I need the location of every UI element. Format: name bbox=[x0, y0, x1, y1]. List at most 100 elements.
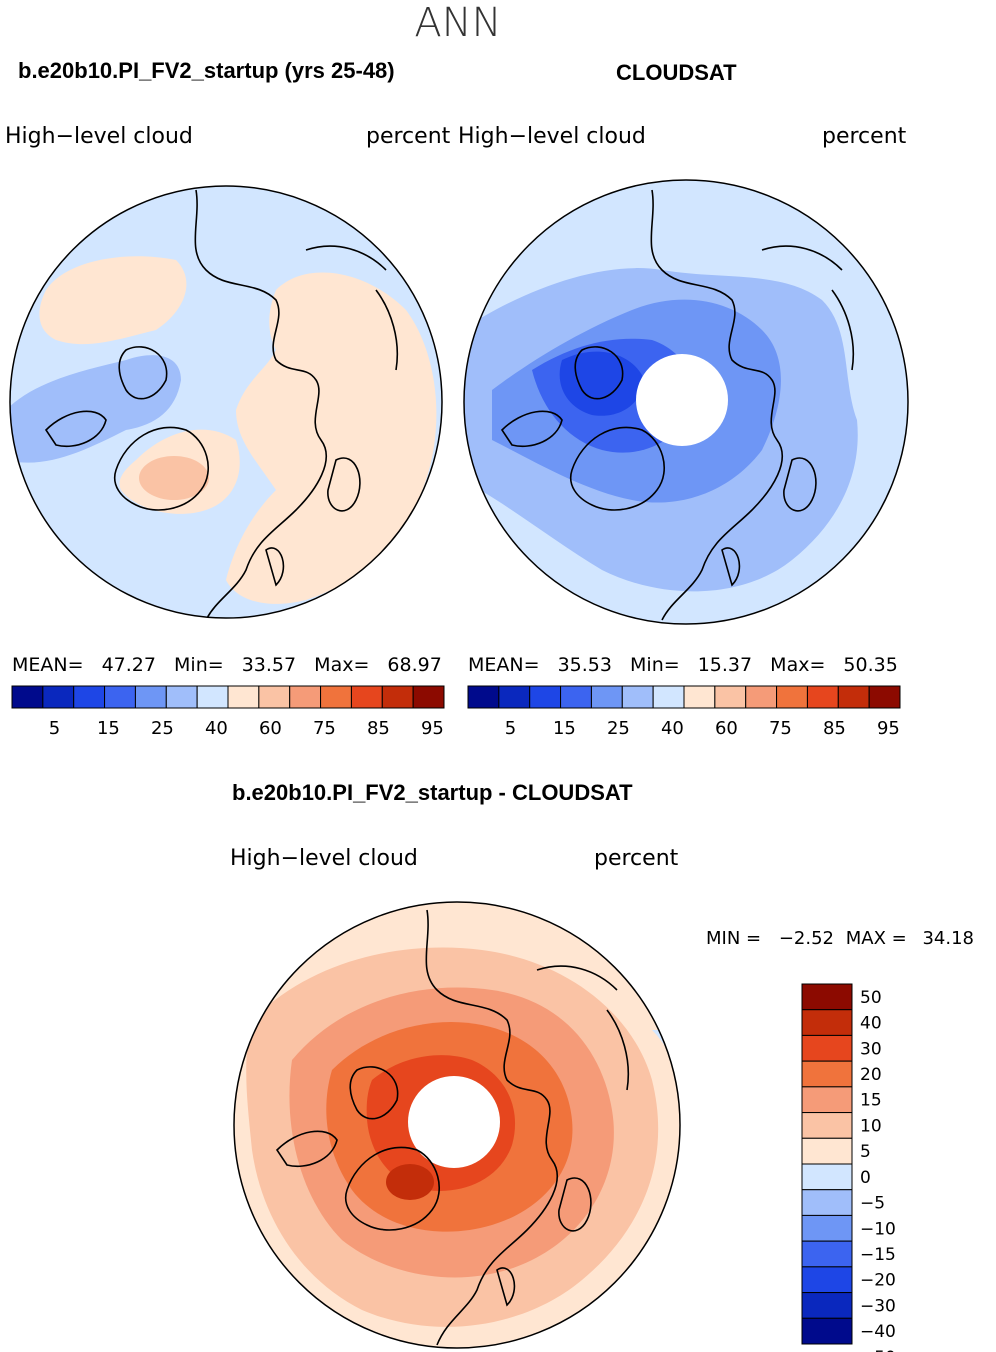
panel-2-min-label: Min= bbox=[630, 654, 680, 676]
diff-panel-units-label: percent bbox=[594, 846, 679, 871]
panel-2-colorbar-tick-label: 85 bbox=[823, 718, 846, 739]
panel-2-mean-value: 35.53 bbox=[557, 654, 612, 676]
panel-2-colorbar-tick-label: 5 bbox=[505, 718, 516, 739]
panel-2-colorbar-box bbox=[714, 685, 747, 709]
panel-1-colorbar-tick-label: 60 bbox=[259, 718, 282, 739]
diff-colorbar-label: −10 bbox=[860, 1219, 896, 1239]
panel-2-colorbar-box bbox=[590, 685, 623, 709]
panel-1-map-border bbox=[9, 185, 443, 619]
panel-1-max-value: 68.97 bbox=[387, 654, 442, 676]
panel-1-units-label: percent bbox=[366, 124, 451, 149]
diff-colorbar-label: 5 bbox=[860, 1142, 871, 1162]
panel-1-colorbar-box bbox=[196, 685, 229, 709]
diff-colorbar-label: 0 bbox=[860, 1168, 871, 1188]
diff-max-value: 34.18 bbox=[922, 928, 974, 949]
panel-1-variable-label: High−level cloud bbox=[5, 124, 193, 149]
diff-min-label: MIN = bbox=[706, 928, 762, 949]
panel-2-colorbar: 5 15 25 40 60 75 85 95 bbox=[467, 685, 901, 739]
panel-1-colorbar-box bbox=[134, 685, 167, 709]
diff-colorbar-box bbox=[801, 1034, 853, 1062]
diff-colorbar-label: −30 bbox=[860, 1296, 896, 1316]
diff-max-label: MAX = bbox=[845, 928, 907, 949]
panel-2-colorbar-tick-label: 60 bbox=[715, 718, 738, 739]
panel-2-colorbar-box bbox=[806, 685, 839, 709]
panel-2-colorbar-box bbox=[745, 685, 778, 709]
panel-2-polar-map bbox=[463, 179, 909, 625]
diff-colorbar-box bbox=[801, 1266, 853, 1294]
diff-colorbar-label: 20 bbox=[860, 1065, 882, 1085]
panel-2-colorbar-box bbox=[498, 685, 531, 709]
panel-2-max-value: 50.35 bbox=[843, 654, 898, 676]
diff-panel-stats: MIN = −2.52 MAX = 34.18 bbox=[706, 928, 974, 949]
panel-1-colorbar-box bbox=[381, 685, 414, 709]
panel-1-stats: MEAN= 47.27 Min= 33.57 Max= 68.97 bbox=[12, 654, 442, 676]
panel-2-coastlines bbox=[500, 189, 855, 621]
panel-1-coastlines bbox=[44, 189, 399, 618]
panel-1-field-pink-east bbox=[226, 272, 437, 604]
panel-1-colorbar-box bbox=[350, 685, 383, 709]
panel-1-colorbar-box bbox=[412, 685, 445, 709]
diff-colorbar-label: 30 bbox=[860, 1039, 882, 1059]
diff-colorbar-box bbox=[801, 1163, 853, 1191]
panel-2-map-border bbox=[463, 179, 909, 625]
diff-colorbar-label: −20 bbox=[860, 1271, 896, 1291]
panel-1-colorbar-tick-label: 95 bbox=[421, 718, 444, 739]
panel-2-colorbar-box bbox=[652, 685, 685, 709]
panel-2-colorbar-tick-label: 15 bbox=[553, 718, 576, 739]
diff-coastlines bbox=[275, 909, 630, 1346]
panel-2-colorbar-box bbox=[683, 685, 716, 709]
panel-2-missing-pole bbox=[636, 354, 728, 446]
panel-1-colorbar-box bbox=[320, 685, 352, 709]
panel-2-colorbar-box bbox=[868, 685, 901, 709]
panel-1-colorbar-box bbox=[11, 685, 44, 709]
panel-2-colorbar-box bbox=[837, 685, 870, 709]
panel-1-colorbar-tick-label: 40 bbox=[205, 718, 228, 739]
diff-colorbar-label: 10 bbox=[860, 1116, 882, 1136]
diff-missing-pole bbox=[408, 1076, 500, 1168]
diff-panel-variable-label: High−level cloud bbox=[230, 846, 418, 871]
panel-2-units-label: percent bbox=[822, 124, 907, 149]
diff-min-value: −2.52 bbox=[778, 928, 835, 949]
panel-1-polar-map bbox=[9, 185, 443, 619]
diff-colorbar-box bbox=[801, 1240, 853, 1268]
panel-2-colorbar-tick-label: 75 bbox=[769, 718, 792, 739]
panel-2-max-label: Max= bbox=[770, 654, 826, 676]
panel-2-colorbar-tick-label: 25 bbox=[607, 718, 630, 739]
diff-colorbar-box bbox=[801, 1086, 853, 1114]
panel-2-min-value: 15.37 bbox=[697, 654, 753, 676]
panel-1-colorbar-box bbox=[289, 685, 322, 709]
diff-colorbar-box bbox=[801, 1189, 853, 1216]
page-title: ANN bbox=[414, 0, 502, 46]
diff-colorbar-label: −15 bbox=[860, 1245, 896, 1265]
diff-colorbar-box bbox=[801, 1317, 853, 1345]
panel-2-stats: MEAN= 35.53 Min= 15.37 Max= 50.35 bbox=[468, 654, 898, 676]
panel-2-variable-label: High−level cloud bbox=[458, 124, 646, 149]
diff-colorbar-label: 15 bbox=[860, 1091, 882, 1111]
panel-2-mean-label: MEAN= bbox=[468, 654, 540, 676]
diff-colorbar-box bbox=[801, 983, 853, 1011]
panel-2-colorbar-box bbox=[467, 685, 500, 709]
panel-1-colorbar: 5 15 25 40 60 75 85 95 bbox=[11, 685, 445, 739]
panel-1-colorbar-tick-label: 25 bbox=[151, 718, 174, 739]
panel-1-colorbar-box bbox=[104, 685, 136, 709]
panel-1-colorbar-box bbox=[73, 685, 106, 709]
diff-colorbar-label: −50 bbox=[860, 1348, 896, 1352]
panel-1-colorbar-tick-label: 85 bbox=[367, 718, 390, 739]
panel-2-colorbar-box bbox=[560, 685, 592, 709]
panel-2-colorbar-box bbox=[529, 685, 562, 709]
panel-1-colorbar-tick-label: 15 bbox=[97, 718, 120, 739]
panel-1-colorbar-box bbox=[165, 685, 198, 709]
panel-1-field-peach-core bbox=[139, 456, 209, 500]
diff-panel-title: b.e20b10.PI_FV2_startup - CLOUDSAT bbox=[232, 780, 633, 805]
panel-1-mean-value: 47.27 bbox=[101, 654, 156, 676]
diff-colorbar-box bbox=[801, 1137, 853, 1165]
panel-2-colorbar-box bbox=[621, 685, 654, 709]
diff-colorbar-box bbox=[801, 1009, 853, 1036]
diff-colorbar-box bbox=[801, 1292, 853, 1319]
panel-1-min-value: 33.57 bbox=[241, 654, 297, 676]
panel-1-field-pink-north bbox=[39, 256, 187, 345]
diff-colorbar-label: −5 bbox=[860, 1194, 885, 1214]
diff-field-level-5 bbox=[386, 1164, 434, 1200]
panel-2-colorbar-tick-label: 40 bbox=[661, 718, 684, 739]
